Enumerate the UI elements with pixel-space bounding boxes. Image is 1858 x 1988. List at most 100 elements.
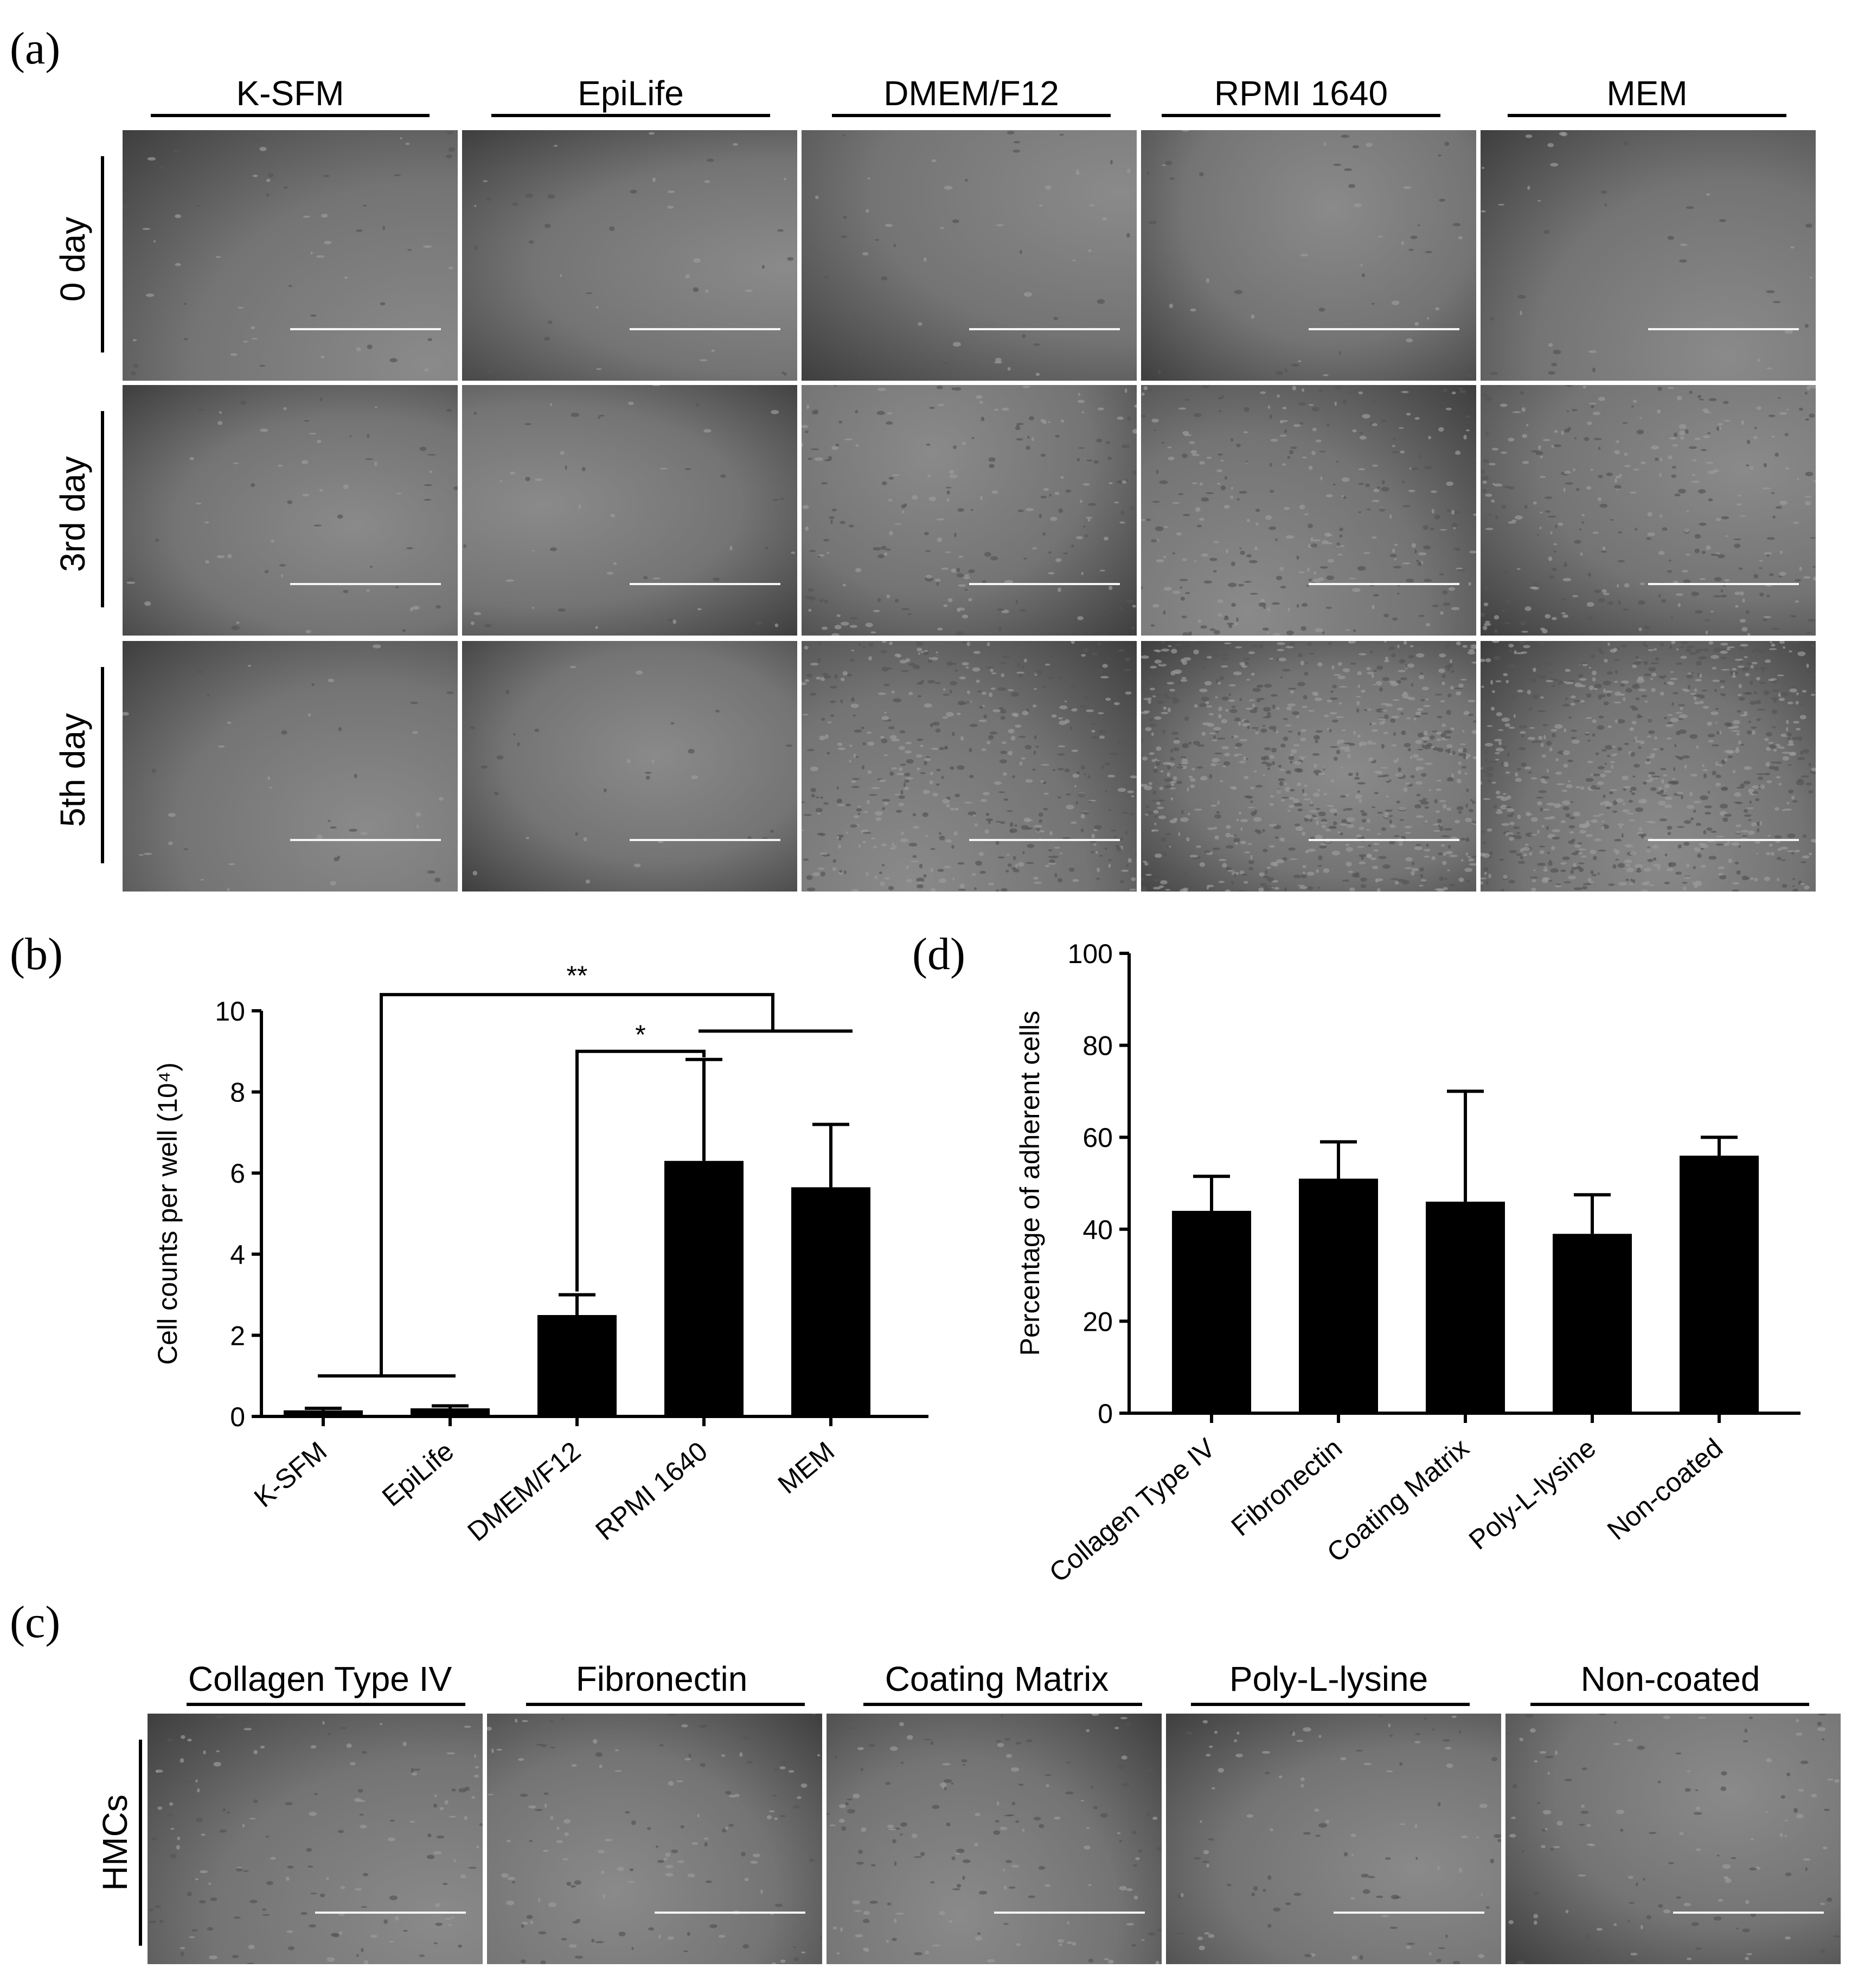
cell-dot (1348, 870, 1354, 873)
cell-dot (949, 474, 958, 479)
cell-dot (1033, 1817, 1041, 1821)
cell-dot (204, 521, 209, 524)
cell-dot (1300, 660, 1304, 666)
cell-dot (1438, 824, 1440, 828)
cell-dot (1503, 569, 1508, 574)
cell-dot (957, 862, 965, 865)
cell-dot (1223, 617, 1229, 620)
cell-dot (837, 804, 846, 806)
cell-dot (935, 653, 939, 656)
cell-dot (1178, 493, 1184, 495)
cell-dot (965, 178, 968, 182)
cell-dot (1191, 453, 1200, 456)
cell-dot (1385, 1857, 1391, 1860)
cell-dot (281, 730, 287, 735)
cell-dot (1231, 735, 1234, 739)
cell-dot (1666, 737, 1672, 740)
cell-dot (1040, 830, 1045, 833)
cell-dot (1293, 1893, 1302, 1896)
cell-dot (802, 442, 804, 447)
cell-dot (1456, 641, 1461, 646)
cell-dot (1664, 881, 1670, 884)
cell-dot (1597, 873, 1600, 875)
cell-dot (1098, 712, 1104, 715)
cell-dot (1135, 853, 1137, 856)
cell-dot (1404, 825, 1412, 829)
cell-dot (1233, 838, 1240, 843)
cell-dot (501, 1873, 509, 1878)
cell-dot (772, 1794, 778, 1797)
cell-dot (1439, 198, 1446, 202)
cell-dot (1521, 762, 1527, 767)
cell-dot (1173, 740, 1181, 744)
cell-dot (1767, 835, 1771, 837)
cell-dot (361, 1906, 368, 1908)
cell-dot (1632, 400, 1637, 403)
cell-dot (667, 1936, 674, 1940)
cell-dot (1579, 830, 1586, 834)
cell-dot (1318, 307, 1325, 312)
cell-dot (374, 461, 377, 466)
cell-dot (1434, 515, 1440, 520)
cell-dot (505, 689, 510, 695)
cell-dot (1293, 798, 1299, 804)
cell-dot (1210, 763, 1216, 766)
cell-dot (1695, 1947, 1702, 1950)
cell-dot (1530, 887, 1536, 892)
cell-dot (1612, 753, 1618, 756)
cell-dot (1239, 697, 1242, 701)
cell-dot (1193, 741, 1201, 745)
scale-bar (1309, 328, 1459, 330)
cell-dot (1072, 259, 1076, 261)
cell-dot (1352, 429, 1357, 433)
cell-dot (1050, 855, 1059, 858)
cell-dot (1330, 690, 1334, 693)
cell-dot (1523, 846, 1530, 851)
cell-dot (1800, 861, 1806, 863)
cell-dot (1732, 882, 1740, 885)
cell-dot (1251, 727, 1259, 729)
cell-dot (1720, 685, 1725, 689)
cell-dot (1324, 714, 1329, 717)
cell-dot (820, 871, 825, 877)
cell-dot (1141, 784, 1148, 787)
cell-dot (1528, 707, 1533, 710)
cell-dot (1098, 669, 1103, 672)
cell-dot (1796, 728, 1801, 731)
cell-dot (1630, 786, 1637, 791)
cell-dot (1343, 809, 1346, 811)
cell-dot (1585, 733, 1590, 736)
cell-dot (1797, 736, 1803, 741)
cell-dot (1114, 501, 1119, 504)
cell-dot (1167, 772, 1170, 777)
cell-dot (1609, 789, 1618, 791)
cell-dot (1487, 828, 1492, 832)
cell-dot (1425, 762, 1433, 765)
cell-dot (1737, 694, 1742, 696)
cell-dot (215, 256, 221, 258)
micrograph-image (802, 130, 1137, 381)
cell-dot (324, 241, 332, 245)
cell-dot (1721, 594, 1727, 598)
cell-dot (1000, 751, 1007, 754)
cell-dot (827, 551, 830, 554)
scale-bar (1648, 839, 1799, 841)
cell-dot (1579, 664, 1583, 667)
cell-dot (1261, 1751, 1271, 1754)
cell-dot (1221, 395, 1225, 397)
cell-dot (1228, 693, 1231, 696)
cell-dot (1180, 586, 1183, 589)
cell-dot (1189, 855, 1198, 858)
cell-dot (1591, 819, 1598, 823)
cell-dot (728, 1824, 734, 1827)
cell-dot (1549, 678, 1555, 680)
cell-dot (207, 1927, 214, 1931)
cell-dot (1363, 1762, 1372, 1766)
cell-dot (1675, 662, 1683, 665)
cell-dot (1626, 867, 1634, 873)
cell-dot (1731, 1857, 1737, 1859)
cell-dot (1699, 399, 1705, 401)
cell-dot (1497, 1839, 1501, 1842)
cell-dot (1812, 480, 1816, 483)
